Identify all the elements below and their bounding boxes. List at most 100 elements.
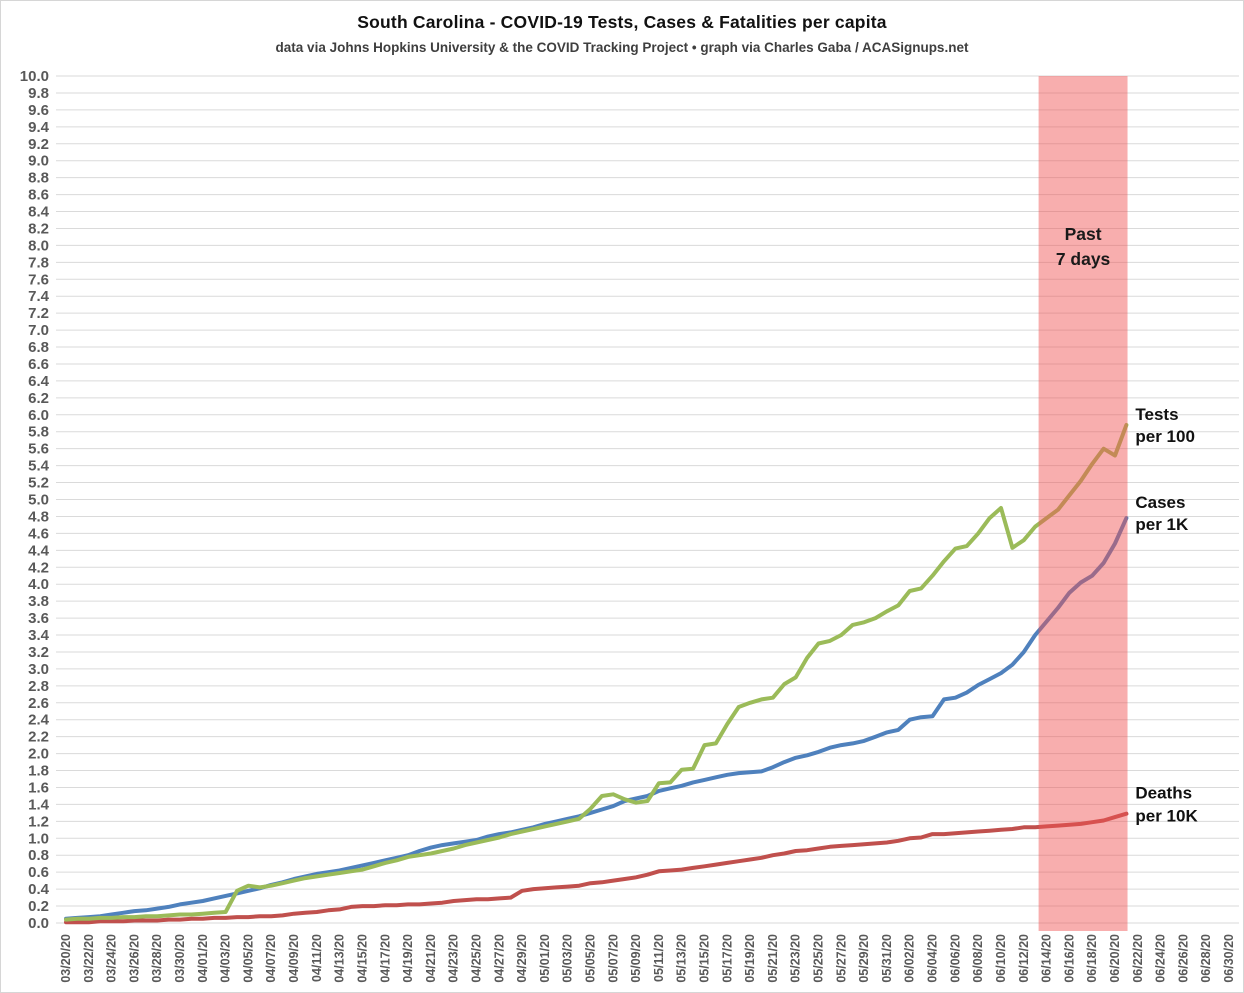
y-tick-label: 0.2 <box>28 898 49 915</box>
past-7-days-label-line: 7 days <box>1056 249 1111 269</box>
x-tick-label: 06/06/20 <box>948 934 962 983</box>
y-tick-label: 3.0 <box>28 661 49 678</box>
x-tick-label: 05/11/20 <box>652 934 666 982</box>
y-tick-label: 3.8 <box>28 593 49 610</box>
past-7-days-label: Past 7 days <box>1056 224 1111 269</box>
x-tick-label: 04/15/20 <box>355 934 369 983</box>
y-tick-label: 9.2 <box>28 136 49 153</box>
y-tick-label: 9.0 <box>28 153 49 170</box>
y-tick-label: 8.0 <box>28 237 49 254</box>
y-tick-label: 9.6 <box>28 102 49 119</box>
y-tick-label: 8.2 <box>28 220 49 237</box>
y-tick-label: 1.6 <box>28 779 49 796</box>
y-gridlines <box>56 75 1239 924</box>
x-tick-label: 04/27/20 <box>492 934 506 983</box>
x-tick-label: 04/21/20 <box>424 934 438 983</box>
y-tick-label: 2.2 <box>28 729 49 746</box>
x-tick-label: 05/23/20 <box>789 934 803 983</box>
x-tick-label: 06/24/20 <box>1154 934 1168 983</box>
x-tick-label: 05/29/20 <box>857 934 871 983</box>
y-tick-label: 9.8 <box>28 85 49 102</box>
x-tick-label: 03/26/20 <box>127 934 141 983</box>
cases-per-1k-line <box>64 516 1129 921</box>
x-tick-label: 04/25/20 <box>469 934 483 983</box>
y-tick-label: 7.6 <box>28 271 49 288</box>
y-tick-label: 1.2 <box>28 813 49 830</box>
y-tick-label: 1.0 <box>28 830 49 847</box>
y-tick-label: 2.6 <box>28 695 49 712</box>
y-tick-label: 10.0 <box>20 68 49 85</box>
x-tick-label: 03/22/20 <box>82 934 96 983</box>
tests-per-100-line <box>64 423 1129 922</box>
x-tick-label: 04/19/20 <box>401 934 415 983</box>
x-tick-label: 04/03/20 <box>219 934 233 983</box>
x-tick-label: 04/13/20 <box>333 934 347 983</box>
series-label-line: Tests <box>1135 405 1178 424</box>
y-tick-label: 7.2 <box>28 305 49 322</box>
series-label-line: Deaths <box>1135 784 1192 803</box>
y-tick-label: 3.2 <box>28 644 49 661</box>
y-tick-labels: 0.00.20.40.60.81.01.21.41.61.82.02.22.42… <box>20 68 50 932</box>
deaths-per-10k-label: Deaths per 10K <box>1135 784 1198 826</box>
y-tick-label: 2.8 <box>28 678 49 695</box>
series-label-line: per 1K <box>1135 515 1189 534</box>
y-tick-label: 8.4 <box>28 204 50 221</box>
y-tick-label: 0.6 <box>28 864 49 881</box>
y-tick-label: 6.6 <box>28 356 49 373</box>
y-tick-label: 5.6 <box>28 441 49 458</box>
y-tick-label: 6.8 <box>28 339 49 356</box>
y-tick-label: 7.0 <box>28 322 49 339</box>
cases-per-1k-label: Cases per 1K <box>1135 493 1189 534</box>
x-tick-label: 03/24/20 <box>105 934 119 983</box>
y-tick-label: 1.8 <box>28 763 49 780</box>
y-tick-label: 6.0 <box>28 407 49 424</box>
y-tick-label: 1.4 <box>28 796 50 813</box>
series-label-line: per 100 <box>1135 427 1195 446</box>
x-tick-label: 04/07/20 <box>264 934 278 983</box>
x-tick-label: 05/31/20 <box>880 934 894 983</box>
x-tick-label: 06/22/20 <box>1131 934 1145 983</box>
y-tick-label: 5.8 <box>28 424 49 441</box>
y-tick-label: 4.0 <box>28 576 49 593</box>
y-tick-label: 0.4 <box>28 881 50 898</box>
y-tick-label: 4.8 <box>28 508 49 525</box>
x-tick-label: 04/09/20 <box>287 934 301 983</box>
y-tick-label: 4.2 <box>28 559 49 576</box>
x-tick-label: 03/30/20 <box>173 934 187 983</box>
x-tick-label: 06/30/20 <box>1222 934 1236 983</box>
y-tick-label: 7.4 <box>28 288 50 305</box>
past-7-days-band <box>1038 76 1128 931</box>
x-tick-label: 06/28/20 <box>1199 934 1213 983</box>
y-tick-label: 9.4 <box>28 119 50 136</box>
x-tick-label: 05/09/20 <box>629 934 643 983</box>
x-tick-label: 06/14/20 <box>1040 934 1054 983</box>
x-tick-labels: 03/20/20 03/22/20 03/24/20 03/26/20 03/28/20… <box>59 934 1236 983</box>
y-tick-label: 3.6 <box>28 610 49 627</box>
x-tick-label: 05/25/20 <box>812 934 826 983</box>
x-tick-label: 04/29/20 <box>515 934 529 983</box>
tests-per-100-label: Tests per 100 <box>1135 405 1195 446</box>
x-tick-label: 06/12/20 <box>1017 934 1031 983</box>
x-tick-label: 06/08/20 <box>971 934 985 983</box>
y-tick-label: 0.8 <box>28 847 49 864</box>
y-tick-label: 2.0 <box>28 746 49 763</box>
x-tick-label: 06/04/20 <box>926 934 940 983</box>
x-tick-label: 05/03/20 <box>561 934 575 983</box>
x-tick-label: 06/10/20 <box>994 934 1008 983</box>
chart-title: South Carolina - COVID-19 Tests, Cases &… <box>357 12 887 32</box>
x-tick-label: 05/27/20 <box>834 934 848 983</box>
x-tick-label: 04/11/20 <box>310 934 324 982</box>
x-tick-label: 06/18/20 <box>1085 934 1099 983</box>
y-tick-label: 3.4 <box>28 627 50 644</box>
x-tick-label: 05/15/20 <box>698 934 712 983</box>
x-tick-label: 05/07/20 <box>606 934 620 983</box>
chart-subtitle: data via Johns Hopkins University & the … <box>275 40 969 55</box>
x-tick-label: 05/01/20 <box>538 934 552 983</box>
y-tick-label: 6.2 <box>28 390 49 407</box>
y-tick-label: 7.8 <box>28 254 49 271</box>
y-tick-label: 4.4 <box>28 542 50 559</box>
past-7-days-label-line: Past <box>1065 224 1102 244</box>
